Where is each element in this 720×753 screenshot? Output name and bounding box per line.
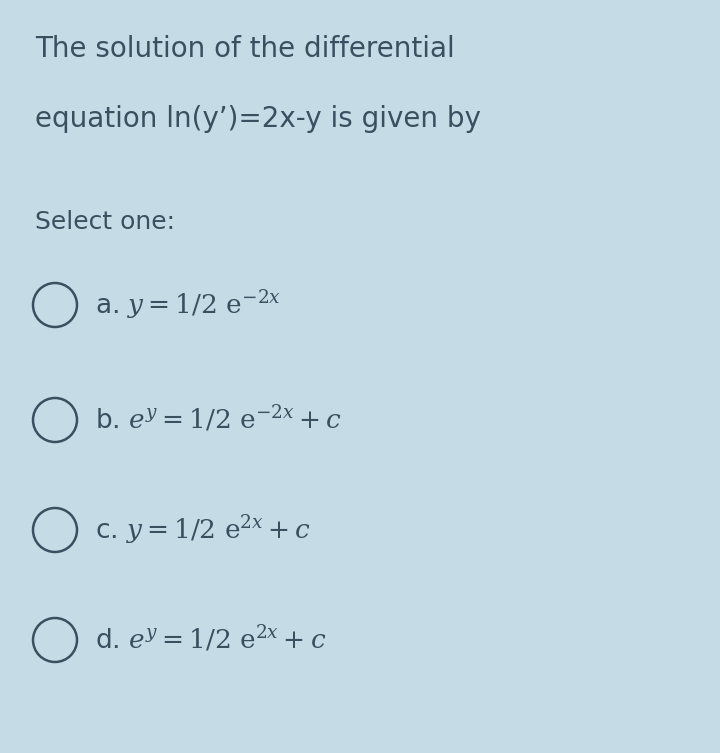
Text: Select one:: Select one: — [35, 210, 175, 234]
Text: b. $e^{y}=1/2\ \mathrm{e}^{-2x} + c$: b. $e^{y}=1/2\ \mathrm{e}^{-2x} + c$ — [95, 405, 342, 435]
Text: The solution of the differential: The solution of the differential — [35, 35, 455, 63]
Text: equation ln(y’)=2x-y is given by: equation ln(y’)=2x-y is given by — [35, 105, 481, 133]
Text: c. $y=1/2\ \mathrm{e}^{2x}+c$: c. $y=1/2\ \mathrm{e}^{2x}+c$ — [95, 514, 311, 547]
Text: a. $y=1/2\ \mathrm{e}^{-2x}$: a. $y=1/2\ \mathrm{e}^{-2x}$ — [95, 288, 281, 322]
Text: d. $e^{y}=1/2\ \mathrm{e}^{2x}+c$: d. $e^{y}=1/2\ \mathrm{e}^{2x}+c$ — [95, 625, 326, 655]
